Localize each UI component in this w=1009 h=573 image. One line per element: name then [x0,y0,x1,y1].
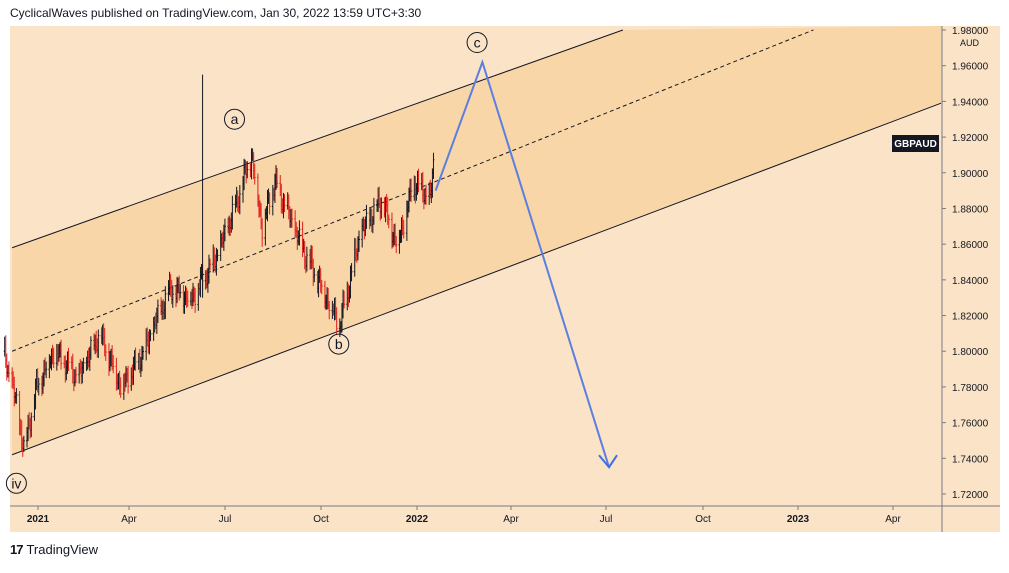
y-tick-label: 1.72000 [952,490,989,501]
currency-label: AUD [960,38,980,48]
y-tick-label: 1.74000 [952,454,989,465]
x-tick-label: 2021 [27,514,50,525]
y-tick-label: 1.90000 [952,169,989,180]
y-tick-label: 1.80000 [952,347,989,358]
y-tick-label: 1.86000 [952,240,989,251]
x-tick-label: Apr [121,514,137,525]
x-tick-label: Oct [695,514,711,525]
svg-text:a: a [231,111,239,127]
y-tick-label: 1.78000 [952,383,989,394]
y-tick-label: 1.98000 [952,26,989,37]
y-tick-label: 1.76000 [952,419,989,430]
y-tick-label: 1.92000 [952,133,989,144]
x-tick-label: Apr [503,514,519,525]
svg-text:iv: iv [11,475,21,491]
svg-text:c: c [474,34,481,50]
x-tick-label: Jul [600,514,613,525]
tradingview-logo-icon: 17 [10,542,22,557]
x-tick-label: Jul [219,514,232,525]
y-tick-label: 1.96000 [952,62,989,73]
footer-brand[interactable]: 17 TradingView [10,542,98,557]
y-tick-label: 1.88000 [952,204,989,215]
svg-text:b: b [335,336,343,352]
footer-brand-text: TradingView [26,542,98,557]
y-tick-label: 1.84000 [952,276,989,287]
x-tick-label: Apr [885,514,901,525]
x-tick-label: 2022 [406,514,429,525]
x-tick-label: 2023 [787,514,810,525]
symbol-label: GBPAUD [894,139,937,150]
y-tick-label: 1.94000 [952,97,989,108]
x-tick-label: Oct [313,514,329,525]
y-tick-label: 1.82000 [952,312,989,323]
